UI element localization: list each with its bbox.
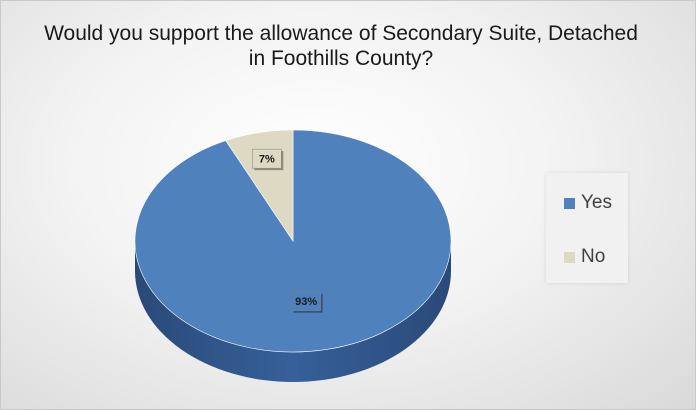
chart-title: Would you support the allowance of Secon…: [44, 22, 638, 70]
legend-entry-yes: Yes: [564, 191, 612, 215]
data-label-yes: 93%: [291, 291, 323, 313]
legend-entry-no: No: [564, 245, 605, 269]
data-label-box: [252, 148, 282, 169]
pie-side-wall: [135, 241, 451, 382]
chart-legend: Yes No: [546, 173, 628, 283]
legend-swatch-yes: [564, 197, 575, 209]
legend-swatch-no: [564, 251, 575, 263]
data-label-text: 7%: [259, 154, 275, 166]
data-label-box: [291, 291, 321, 311]
legend-label-yes: Yes: [581, 192, 612, 213]
data-label-text: 93%: [295, 296, 317, 308]
legend-label-no: No: [581, 246, 606, 267]
data-label-no: 7%: [252, 148, 284, 171]
